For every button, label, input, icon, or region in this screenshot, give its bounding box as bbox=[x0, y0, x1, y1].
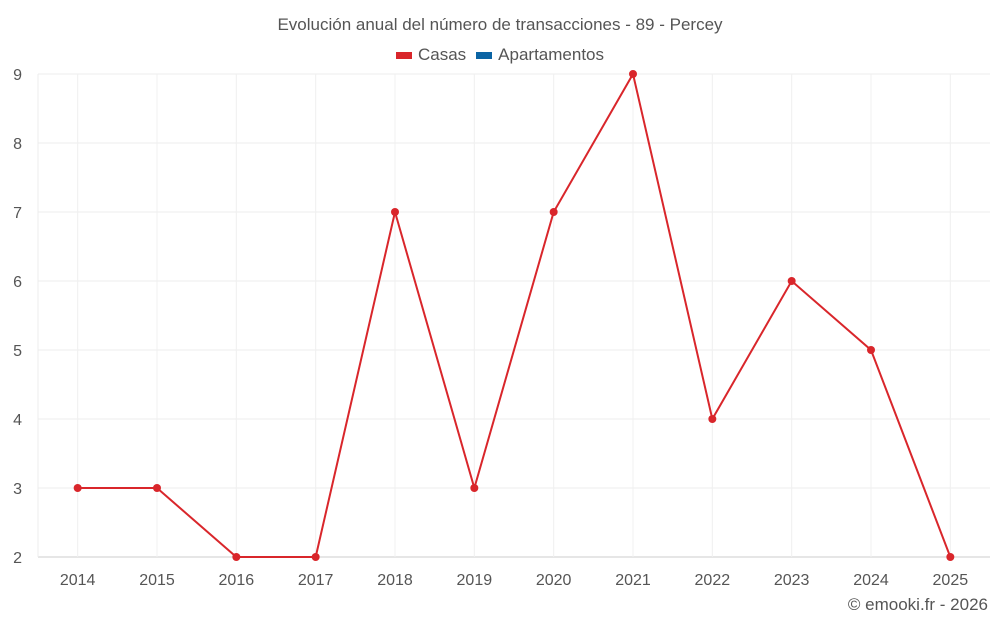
data-point bbox=[73, 484, 82, 492]
x-tick-label: 2015 bbox=[139, 572, 175, 589]
y-tick-label: 7 bbox=[13, 205, 22, 222]
x-tick-label: 2024 bbox=[853, 572, 889, 589]
x-tick-label: 2022 bbox=[695, 572, 731, 589]
y-tick-label: 6 bbox=[13, 274, 22, 291]
y-tick-label: 5 bbox=[13, 343, 22, 360]
x-tick-label: 2014 bbox=[60, 572, 96, 589]
data-point bbox=[153, 484, 161, 492]
x-tick-label: 2023 bbox=[774, 572, 810, 589]
legend-item-apartamentos[interactable]: Apartamentos bbox=[476, 45, 604, 65]
legend-label-apartamentos: Apartamentos bbox=[498, 45, 605, 64]
legend-swatch-apartamentos bbox=[476, 51, 493, 59]
chart-title: Evolución anual del número de transaccio… bbox=[277, 15, 723, 34]
data-point bbox=[629, 70, 637, 78]
x-tick-label: 2025 bbox=[933, 572, 969, 589]
x-tick-label: 2020 bbox=[536, 572, 572, 589]
y-tick-label: 9 bbox=[13, 67, 22, 84]
x-tick-label: 2017 bbox=[298, 572, 334, 589]
data-point bbox=[787, 277, 796, 285]
y-tick-label: 4 bbox=[13, 412, 22, 429]
series-line-casas bbox=[77, 71, 952, 558]
y-tick-label: 3 bbox=[13, 481, 22, 498]
x-tick-label: 2018 bbox=[377, 572, 413, 589]
data-point bbox=[867, 346, 875, 354]
x-tick-label: 2021 bbox=[615, 572, 651, 589]
data-point bbox=[470, 484, 479, 492]
y-tick-label: 2 bbox=[13, 550, 22, 567]
data-point bbox=[549, 208, 558, 216]
data-point bbox=[232, 553, 241, 561]
data-point bbox=[391, 208, 399, 216]
data-point bbox=[708, 415, 717, 423]
y-tick-label: 8 bbox=[13, 136, 22, 153]
data-point bbox=[946, 553, 955, 561]
legend-label-casas: Casas bbox=[417, 45, 467, 64]
x-tick-label: 2016 bbox=[219, 572, 255, 589]
data-point bbox=[311, 553, 320, 561]
legend-swatch-casas bbox=[395, 51, 412, 59]
legend-item-casas[interactable]: Casas bbox=[395, 45, 467, 65]
credit: © emooki.fr - 2026 bbox=[847, 595, 988, 614]
legend: Casas Apartamentos bbox=[0, 45, 1000, 65]
x-tick-label: 2019 bbox=[457, 572, 493, 589]
